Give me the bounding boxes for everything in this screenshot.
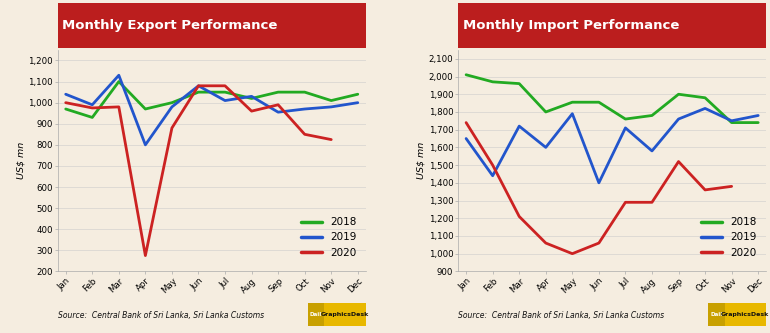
2018 [326,99,336,103]
2020 [514,214,524,218]
Text: Source:  Central Bank of Sri Lanka, Sri Lanka Customs: Source: Central Bank of Sri Lanka, Sri L… [58,311,264,320]
2018 [353,92,363,96]
2020 [194,84,203,88]
2020 [541,241,551,245]
Text: Dail: Dail [310,312,322,317]
2020 [488,163,497,167]
2020 [220,84,229,88]
2020 [61,101,70,105]
2018 [61,107,70,111]
Line: 2020: 2020 [65,86,331,256]
2020 [326,138,336,142]
Legend: 2018, 2019, 2020: 2018, 2019, 2020 [697,213,761,262]
2018 [648,114,657,118]
2019 [727,119,736,123]
2018 [541,110,551,114]
2018 [701,96,710,100]
2020 [461,121,470,125]
2018 [88,116,97,120]
2018 [461,73,470,77]
2019 [61,92,70,96]
Text: Dail: Dail [711,312,722,317]
2019 [541,146,551,150]
2019 [114,73,123,77]
2018 [300,90,310,94]
2019 [461,137,470,141]
2020 [273,103,283,107]
2018 [621,117,630,121]
2019 [247,94,256,98]
2018 [488,80,497,84]
2019 [567,112,577,116]
2019 [273,110,283,114]
2020 [141,254,150,258]
2018 [167,101,176,105]
Text: Source:  Central Bank of Sri Lanka, Sri Lanka Customs: Source: Central Bank of Sri Lanka, Sri L… [458,311,665,320]
Legend: 2018, 2019, 2020: 2018, 2019, 2020 [296,213,360,262]
Y-axis label: US$ mn: US$ mn [417,142,426,179]
2020 [701,188,710,192]
Text: Monthly Export Performance: Monthly Export Performance [62,19,278,32]
2020 [727,184,736,188]
2020 [167,126,176,130]
2020 [567,252,577,256]
2018 [247,97,256,101]
2019 [621,126,630,130]
Text: GraphicsDesk: GraphicsDesk [321,312,369,317]
2018 [567,100,577,104]
Y-axis label: US$ mn: US$ mn [16,142,25,179]
2019 [300,107,310,111]
2020 [300,132,310,136]
2018 [727,121,736,125]
2020 [114,105,123,109]
2020 [88,106,97,110]
2018 [594,100,604,104]
2020 [621,200,630,204]
2018 [754,121,763,125]
2019 [141,143,150,147]
2019 [594,181,604,185]
2019 [514,124,524,128]
2018 [674,92,683,96]
2019 [648,149,657,153]
2019 [326,105,336,109]
2018 [194,90,203,94]
2019 [754,114,763,118]
2019 [701,107,710,111]
2018 [514,82,524,86]
2020 [594,241,604,245]
2018 [220,90,229,94]
2019 [674,117,683,121]
2018 [141,107,150,111]
Text: GraphicsDesk: GraphicsDesk [721,312,769,317]
2018 [273,90,283,94]
2020 [247,109,256,113]
Line: 2019: 2019 [65,75,358,145]
Line: 2018: 2018 [65,82,358,118]
2019 [194,84,203,88]
2019 [167,105,176,109]
2018 [114,80,123,84]
2019 [88,103,97,107]
2019 [220,99,229,103]
Line: 2019: 2019 [466,109,758,183]
Text: Monthly Import Performance: Monthly Import Performance [463,19,679,32]
2019 [488,174,497,178]
2020 [648,200,657,204]
2020 [674,160,683,164]
Line: 2018: 2018 [466,75,758,123]
Line: 2020: 2020 [466,123,732,254]
2019 [353,101,363,105]
